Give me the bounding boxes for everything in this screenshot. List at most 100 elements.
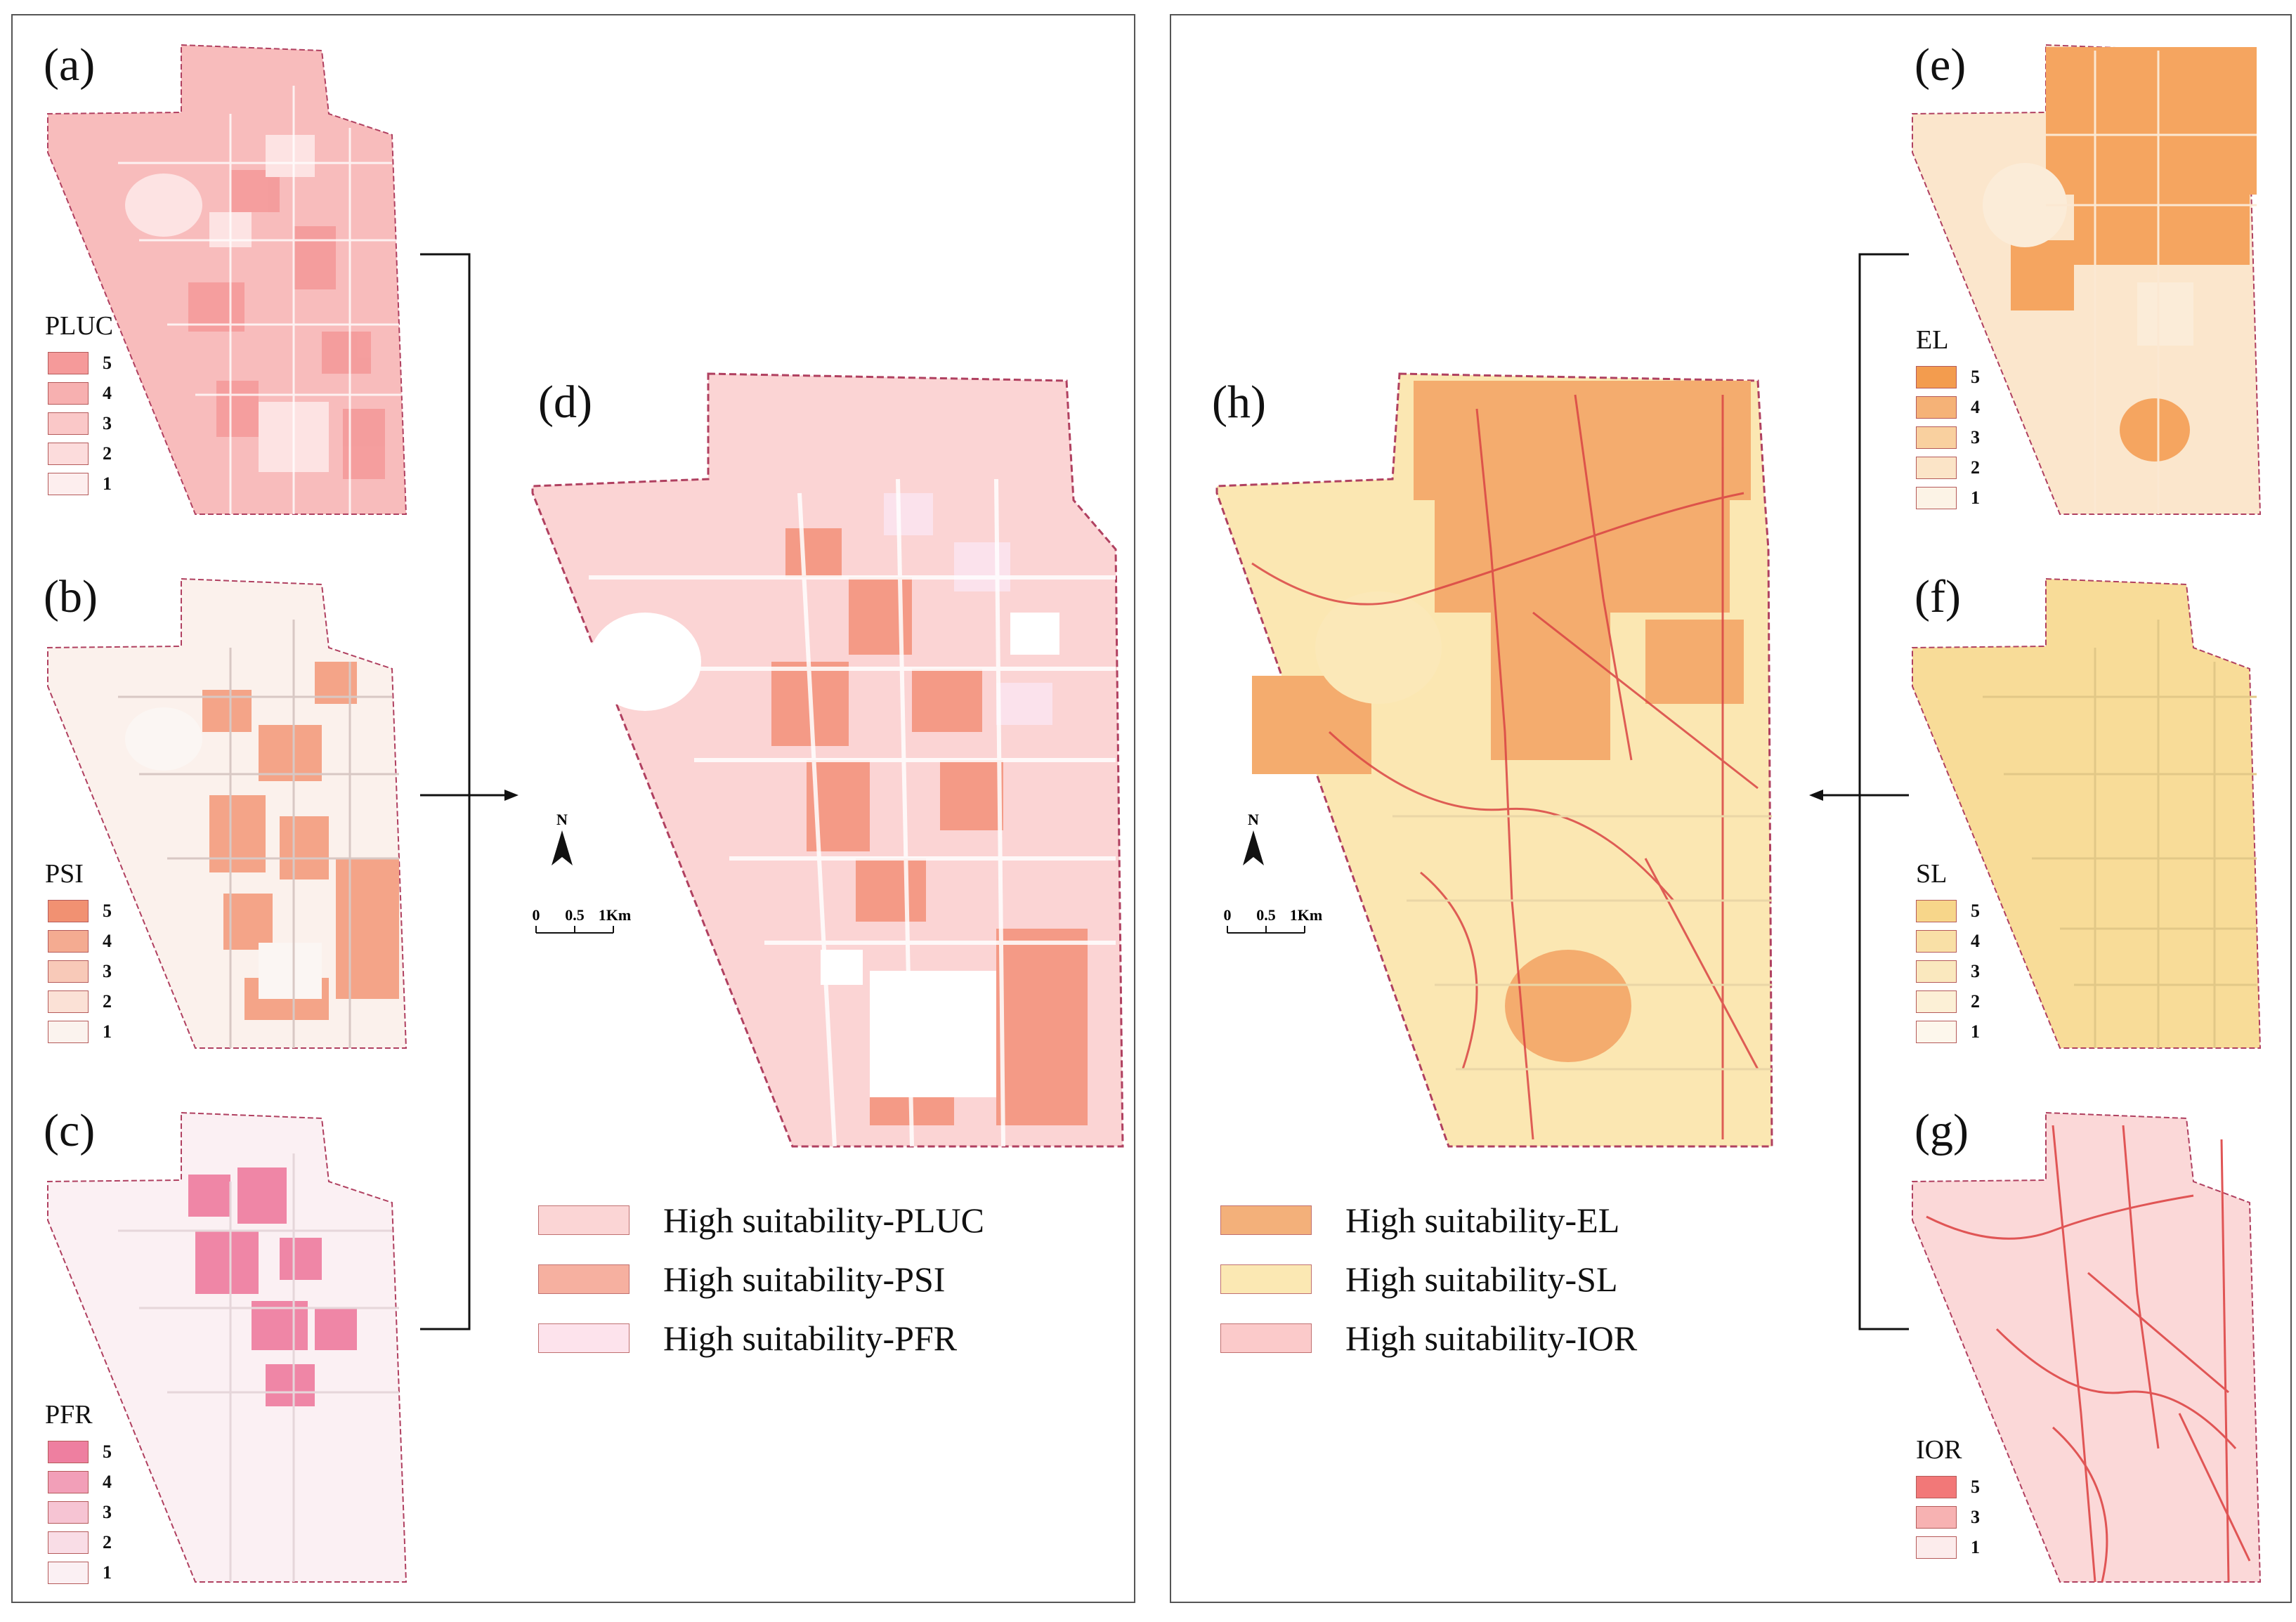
ior-swatch-5 <box>1916 1476 1957 1498</box>
ior-class-1: 1 <box>1916 1536 1980 1559</box>
pluc-swatch-4 <box>48 382 89 405</box>
sl-class-2: 2 <box>1916 990 1980 1014</box>
sl-class-4: 4 <box>1916 929 1980 953</box>
pfr-swatch-3 <box>48 1501 89 1524</box>
composite-right-legend-item: High suitability-IOR <box>1220 1319 1638 1358</box>
map-c <box>47 1111 407 1583</box>
psi-swatch-2 <box>48 990 89 1013</box>
map-g-label: (g) <box>1915 1105 1969 1156</box>
sl-swatch-1 <box>1916 1021 1957 1043</box>
sl-label-1: 1 <box>1971 1021 1980 1042</box>
pfr-swatch-5 <box>48 1441 89 1463</box>
pfr-class-1: 1 <box>48 1561 112 1585</box>
map-a <box>47 44 407 515</box>
sl-label-3: 3 <box>1971 961 1980 981</box>
sl-class-5: 5 <box>1916 899 1980 923</box>
composite-left-legend-label: High suitability-PFR <box>663 1319 958 1358</box>
psi-label-2: 2 <box>103 991 112 1012</box>
composite-left-legend-item: High suitability-PFR <box>538 1319 958 1358</box>
legend-el-title: EL <box>1916 325 1949 355</box>
legend-sl-title: SL <box>1916 859 1948 889</box>
pluc-class-4: 4 <box>48 381 112 405</box>
el-class-2: 2 <box>1916 456 1980 480</box>
ior-swatch-1 <box>1916 1536 1957 1559</box>
pluc-class-5: 5 <box>48 351 112 375</box>
left-panel: (a) PLUC 5 4 3 2 1 (b) <box>11 14 1135 1603</box>
legend-pluc-title: PLUC <box>45 311 114 341</box>
map-e-label: (e) <box>1915 39 1966 91</box>
legend-ior-title: IOR <box>1916 1435 1962 1465</box>
north-arrow-scale-right: N 0 0.5 1Km <box>1224 811 1322 934</box>
scale-tick-1: 0.5 <box>565 906 585 924</box>
pluc-swatch-3 <box>48 412 89 435</box>
pfr-class-3: 3 <box>48 1500 112 1524</box>
pfr-class-5: 5 <box>48 1440 112 1464</box>
composite-right-legend-label: High suitability-SL <box>1345 1260 1618 1299</box>
composite-left-legend-swatch <box>538 1323 630 1353</box>
psi-class-2: 2 <box>48 990 112 1014</box>
map-h-label: (h) <box>1212 377 1266 428</box>
bracket-connector-right <box>1809 253 1909 1330</box>
scale-tick-0: 0 <box>533 906 540 924</box>
composite-right-legend-item: High suitability-EL <box>1220 1201 1619 1240</box>
composite-right-legend-label: High suitability-IOR <box>1345 1319 1638 1358</box>
psi-class-3: 3 <box>48 960 112 983</box>
sl-swatch-4 <box>1916 930 1957 953</box>
scale-tick-1-right: 0.5 <box>1256 906 1276 924</box>
el-class-4: 4 <box>1916 395 1980 419</box>
sl-label-2: 2 <box>1971 991 1980 1012</box>
map-g <box>1912 1111 2262 1583</box>
pfr-swatch-2 <box>48 1531 89 1554</box>
map-d <box>531 372 1124 1148</box>
el-swatch-3 <box>1916 426 1957 449</box>
pfr-label-3: 3 <box>103 1502 112 1522</box>
pluc-label-5: 5 <box>103 353 112 373</box>
el-swatch-1 <box>1916 487 1957 509</box>
el-label-1: 1 <box>1971 488 1980 508</box>
map-e <box>1912 44 2262 515</box>
legend-pfr-title: PFR <box>45 1400 93 1430</box>
psi-swatch-5 <box>48 900 89 922</box>
pluc-label-1: 1 <box>103 473 112 494</box>
composite-left-legend-swatch <box>538 1264 630 1294</box>
el-class-1: 1 <box>1916 486 1980 510</box>
el-label-2: 2 <box>1971 457 1980 478</box>
north-arrow-scale-left: N 0 0.5 1Km <box>533 811 631 934</box>
el-swatch-5 <box>1916 366 1957 388</box>
pluc-swatch-2 <box>48 443 89 465</box>
el-label-5: 5 <box>1971 367 1980 387</box>
ior-class-5: 5 <box>1916 1475 1980 1499</box>
map-d-label: (d) <box>538 377 592 428</box>
pfr-label-5: 5 <box>103 1441 112 1462</box>
psi-swatch-4 <box>48 930 89 953</box>
el-label-3: 3 <box>1971 427 1980 447</box>
north-label-right: N <box>1248 811 1259 828</box>
sl-swatch-5 <box>1916 900 1957 922</box>
el-class-3: 3 <box>1916 426 1980 450</box>
pfr-swatch-4 <box>48 1471 89 1493</box>
composite-right-legend-swatch <box>1220 1264 1312 1294</box>
ior-label-3: 3 <box>1971 1507 1980 1527</box>
composite-left-legend-item: High suitability-PSI <box>538 1260 945 1299</box>
composite-left-legend-item: High suitability-PLUC <box>538 1201 984 1240</box>
composite-left-legend-swatch <box>538 1205 630 1235</box>
psi-label-4: 4 <box>103 931 112 951</box>
psi-class-4: 4 <box>48 929 112 953</box>
composite-right-legend-swatch <box>1220 1323 1312 1353</box>
psi-label-3: 3 <box>103 961 112 981</box>
pfr-class-4: 4 <box>48 1470 112 1494</box>
sl-label-4: 4 <box>1971 931 1980 951</box>
sl-swatch-2 <box>1916 990 1957 1013</box>
el-class-5: 5 <box>1916 365 1980 389</box>
scale-tick-2-right: 1Km <box>1290 906 1322 924</box>
map-f-label: (f) <box>1915 571 1961 622</box>
pluc-swatch-1 <box>48 473 89 495</box>
pfr-label-1: 1 <box>103 1562 112 1583</box>
composite-right-legend-item: High suitability-SL <box>1220 1260 1618 1299</box>
pluc-class-1: 1 <box>48 472 112 496</box>
psi-swatch-3 <box>48 960 89 983</box>
composite-right-legend-swatch <box>1220 1205 1312 1235</box>
pfr-swatch-1 <box>48 1562 89 1584</box>
pfr-label-4: 4 <box>103 1472 112 1492</box>
sl-class-1: 1 <box>1916 1020 1980 1044</box>
